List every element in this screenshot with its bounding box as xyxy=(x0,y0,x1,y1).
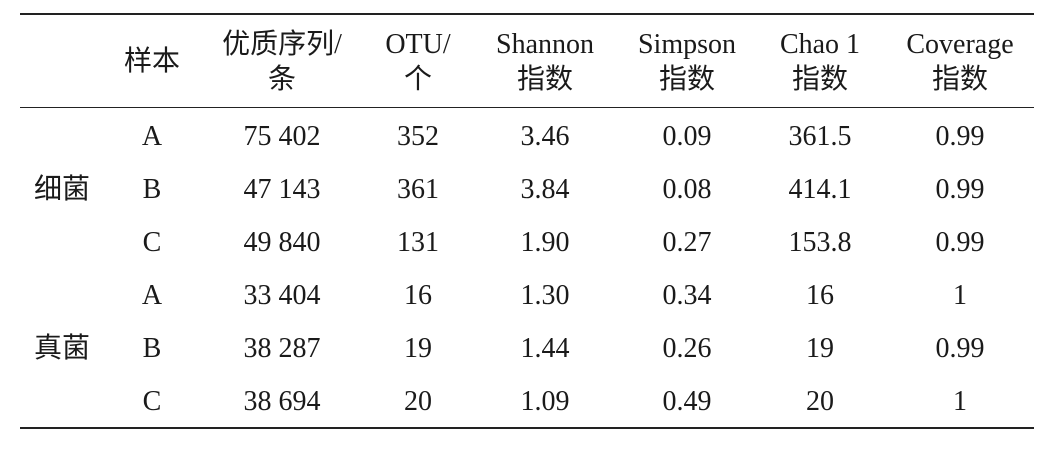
value-cell: 131 xyxy=(397,227,439,258)
value-cell: 0.26 xyxy=(662,333,712,364)
value-cell: 1.30 xyxy=(520,280,570,311)
column-header: Coverage xyxy=(906,29,1014,60)
column-header: 指数 xyxy=(791,64,849,95)
value-cell: 1 xyxy=(953,280,967,311)
value-cell: 0.34 xyxy=(662,280,712,311)
sample-cell: A xyxy=(141,280,163,311)
column-header: OTU/ xyxy=(385,29,451,60)
group-label: 真菌 xyxy=(33,333,91,364)
value-cell: 3.46 xyxy=(520,121,570,152)
value-cell: 414.1 xyxy=(788,174,852,205)
value-cell: 20 xyxy=(404,386,432,417)
value-cell: 361.5 xyxy=(788,121,852,152)
bottom-rule xyxy=(20,427,1034,429)
value-cell: 0.99 xyxy=(935,333,985,364)
value-cell: 49 840 xyxy=(243,227,321,258)
top-rule xyxy=(20,13,1034,15)
column-header: 指数 xyxy=(516,64,574,95)
sample-cell: A xyxy=(141,121,163,152)
sample-cell: C xyxy=(142,227,162,258)
value-cell: 38 694 xyxy=(243,386,321,417)
value-cell: 0.09 xyxy=(662,121,712,152)
value-cell: 1.44 xyxy=(520,333,570,364)
column-header: 个 xyxy=(403,64,433,95)
header-rule xyxy=(20,107,1034,108)
column-header: 指数 xyxy=(931,64,989,95)
value-cell: 0.49 xyxy=(662,386,712,417)
value-cell: 20 xyxy=(806,386,834,417)
value-cell: 0.99 xyxy=(935,227,985,258)
column-header: Shannon xyxy=(496,29,594,60)
column-header: 条 xyxy=(267,64,297,95)
value-cell: 0.99 xyxy=(935,174,985,205)
value-cell: 33 404 xyxy=(243,280,321,311)
value-cell: 3.84 xyxy=(520,174,570,205)
value-cell: 0.27 xyxy=(662,227,712,258)
value-cell: 16 xyxy=(806,280,834,311)
value-cell: 153.8 xyxy=(788,227,852,258)
value-cell: 0.99 xyxy=(935,121,985,152)
group-label: 细菌 xyxy=(33,174,91,205)
value-cell: 47 143 xyxy=(243,174,321,205)
value-cell: 38 287 xyxy=(243,333,321,364)
value-cell: 1.90 xyxy=(520,227,570,258)
value-cell: 75 402 xyxy=(243,121,321,152)
sample-cell: B xyxy=(142,174,162,205)
column-header: 指数 xyxy=(658,64,716,95)
value-cell: 0.08 xyxy=(662,174,712,205)
value-cell: 1 xyxy=(953,386,967,417)
value-cell: 361 xyxy=(397,174,439,205)
value-cell: 19 xyxy=(404,333,432,364)
value-cell: 1.09 xyxy=(520,386,570,417)
sample-cell: C xyxy=(142,386,162,417)
column-header: Chao 1 xyxy=(779,29,861,60)
value-cell: 16 xyxy=(404,280,432,311)
column-header: 优质序列/ xyxy=(222,29,342,60)
value-cell: 352 xyxy=(397,121,439,152)
value-cell: 19 xyxy=(806,333,834,364)
sample-cell: B xyxy=(142,333,162,364)
column-header: 样本 xyxy=(123,46,181,77)
column-header: Simpson xyxy=(637,29,737,60)
